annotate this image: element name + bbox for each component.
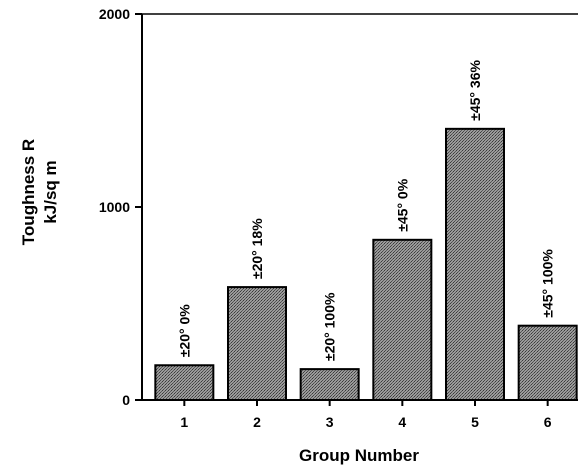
bar-group-4 (372, 238, 433, 401)
x-tick-label: 6 (544, 414, 552, 430)
x-axis-label: Group Number (299, 446, 419, 465)
x-tick-label: 2 (253, 414, 261, 430)
x-tick-label: 5 (471, 414, 479, 430)
x-tick-label: 3 (326, 414, 334, 430)
y-axis-label-line-2: kJ/sq m (41, 160, 60, 223)
y-tick-label: 1000 (99, 199, 130, 215)
bar-label-group-4: ±45° 0% (394, 178, 410, 232)
bar-labels: ±20° 0% ±20° 18% ±20° 100% ±45° 0% ±45° 36% ±… (176, 60, 555, 362)
bar-group-1 (154, 364, 215, 402)
bar-label-group-6: ±45° 100% (540, 249, 556, 318)
y-tick-label: 0 (122, 392, 130, 408)
bar-group-5 (445, 127, 505, 402)
bars (154, 127, 578, 402)
bar-group-2 (227, 286, 287, 401)
x-axis-ticks: 1 2 3 4 5 6 (180, 400, 552, 430)
bar-label-group-5: ±45° 36% (467, 60, 483, 121)
bar-label-group-3: ±20° 100% (322, 292, 338, 361)
y-axis-ticks: 0 1000 2000 (99, 6, 142, 408)
y-axis-label: Toughness R kJ/sq m (19, 139, 60, 245)
x-tick-label: 1 (180, 414, 188, 430)
bar-label-group-1: ±20° 0% (176, 304, 192, 358)
x-tick-label: 4 (398, 414, 406, 430)
bar-group-6 (517, 324, 578, 402)
y-tick-label: 2000 (99, 6, 130, 22)
bar-label-group-2: ±20° 18% (249, 218, 265, 279)
y-axis-label-line-1: Toughness R (19, 139, 38, 245)
bar-group-3 (299, 368, 360, 401)
